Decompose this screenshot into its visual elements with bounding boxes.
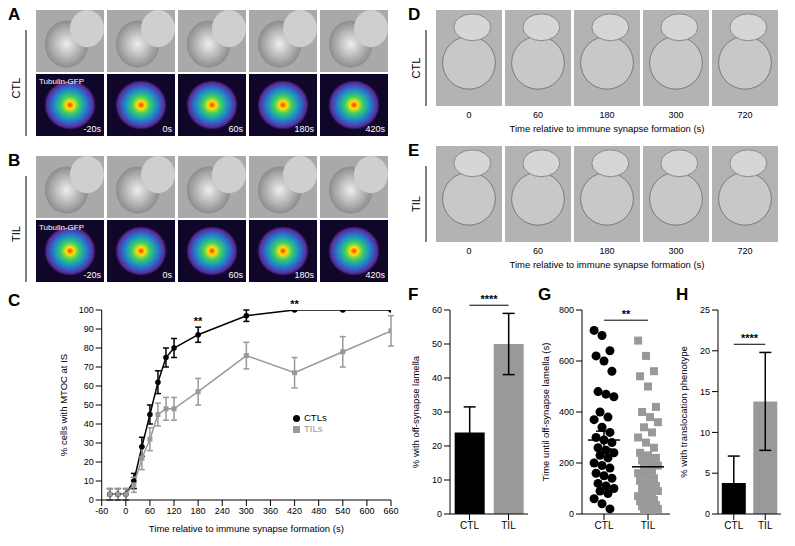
svg-text:660: 660: [383, 506, 398, 516]
html-text:B: B: [8, 151, 21, 170]
svg-text:**: **: [290, 298, 299, 310]
svg-text:720: 720: [737, 246, 752, 256]
svg-text:0: 0: [437, 509, 442, 519]
svg-text:**: **: [194, 315, 203, 327]
svg-text:300: 300: [239, 506, 254, 516]
svg-text:0: 0: [123, 506, 128, 516]
svg-text:% cells with MTOC at IS: % cells with MTOC at IS: [58, 354, 69, 456]
svg-text:200: 200: [559, 458, 574, 468]
svg-text:Tubulin-GFP: Tubulin-GFP: [39, 223, 84, 232]
svg-text:15: 15: [700, 387, 710, 397]
html-text:C: C: [8, 291, 21, 310]
svg-text:30: 30: [84, 438, 94, 448]
svg-text:TIL: TIL: [410, 196, 422, 212]
svg-text:800: 800: [559, 305, 574, 315]
html-text:TILs: TILs: [304, 423, 323, 434]
svg-text:60: 60: [533, 110, 543, 120]
svg-text:300: 300: [668, 110, 683, 120]
svg-text:20: 20: [84, 457, 94, 467]
svg-text:180s: 180s: [294, 270, 314, 280]
svg-text:60: 60: [145, 506, 155, 516]
svg-text:360: 360: [263, 506, 278, 516]
svg-text:90: 90: [84, 324, 94, 334]
svg-text:****: ****: [480, 293, 498, 305]
svg-text:40: 40: [84, 419, 94, 429]
svg-text:CTL: CTL: [595, 520, 614, 531]
html-text:A: A: [8, 5, 21, 24]
html-text:G: G: [538, 285, 552, 304]
svg-text:20: 20: [432, 441, 442, 451]
svg-text:400: 400: [559, 407, 574, 417]
svg-text:180: 180: [599, 110, 614, 120]
html-text:CTLs: CTLs: [304, 412, 327, 423]
svg-text:0: 0: [466, 246, 471, 256]
svg-text:5: 5: [705, 468, 710, 478]
svg-text:Time relative to immune synaps: Time relative to immune synapse formatio…: [149, 523, 344, 534]
svg-text:0: 0: [569, 509, 574, 519]
svg-text:CTL: CTL: [460, 520, 479, 531]
svg-text:TIL: TIL: [10, 226, 22, 242]
html-text:H: H: [676, 285, 689, 304]
svg-text:-20s: -20s: [83, 124, 101, 134]
svg-text:50: 50: [84, 400, 94, 410]
svg-text:0: 0: [89, 495, 94, 505]
svg-text:180s: 180s: [294, 124, 314, 134]
svg-text:10: 10: [84, 476, 94, 486]
svg-text:80: 80: [84, 343, 94, 353]
svg-text:Time until off-synapse lamella: Time until off-synapse lamella (s): [540, 343, 551, 482]
html-text:E: E: [408, 141, 420, 160]
svg-text:CTL: CTL: [10, 78, 22, 99]
svg-text:Tubulin-GFP: Tubulin-GFP: [39, 77, 84, 86]
svg-text:30: 30: [432, 407, 442, 417]
svg-text:TIL: TIL: [501, 520, 516, 531]
svg-text:50: 50: [432, 339, 442, 349]
svg-text:0: 0: [705, 509, 710, 519]
svg-text:% with translocation phenotype: % with translocation phenotype: [678, 346, 689, 478]
svg-text:420s: 420s: [365, 270, 385, 280]
svg-text:Time relative to immune synaps: Time relative to immune synapse formatio…: [510, 123, 705, 134]
svg-text:420: 420: [287, 506, 302, 516]
svg-text:60: 60: [533, 246, 543, 256]
svg-text:100: 100: [79, 305, 94, 315]
svg-text:300: 300: [668, 246, 683, 256]
svg-text:TIL: TIL: [641, 520, 656, 531]
svg-text:10: 10: [700, 428, 710, 438]
html-text:D: D: [408, 5, 421, 24]
svg-text:10: 10: [432, 475, 442, 485]
svg-text:600: 600: [559, 356, 574, 366]
svg-text:**: **: [622, 308, 631, 320]
svg-text:25: 25: [700, 305, 710, 315]
svg-text:240: 240: [215, 506, 230, 516]
svg-text:CTL: CTL: [410, 58, 422, 79]
svg-text:40: 40: [432, 373, 442, 383]
svg-text:TIL: TIL: [758, 520, 773, 531]
svg-text:60: 60: [432, 305, 442, 315]
svg-text:540: 540: [335, 506, 350, 516]
svg-text:0s: 0s: [162, 124, 172, 134]
svg-text:-20s: -20s: [83, 270, 101, 280]
svg-text:180: 180: [599, 246, 614, 256]
svg-text:Time relative to immune synaps: Time relative to immune synapse formatio…: [510, 259, 705, 270]
svg-text:420s: 420s: [365, 124, 385, 134]
svg-text:20: 20: [700, 346, 710, 356]
svg-text:60s: 60s: [228, 270, 243, 280]
svg-text:% with off-synapse lamella: % with off-synapse lamella: [410, 355, 421, 468]
svg-text:CTL: CTL: [724, 520, 743, 531]
svg-text:70: 70: [84, 362, 94, 372]
svg-text:-60: -60: [95, 506, 108, 516]
svg-text:60s: 60s: [228, 124, 243, 134]
svg-text:60: 60: [84, 381, 94, 391]
svg-text:600: 600: [359, 506, 374, 516]
svg-text:0: 0: [466, 110, 471, 120]
html-text:F: F: [408, 285, 419, 304]
svg-text:****: ****: [741, 332, 759, 344]
svg-text:0s: 0s: [162, 270, 172, 280]
svg-text:120: 120: [167, 506, 182, 516]
svg-text:720: 720: [737, 110, 752, 120]
svg-text:480: 480: [311, 506, 326, 516]
svg-text:180: 180: [191, 506, 206, 516]
